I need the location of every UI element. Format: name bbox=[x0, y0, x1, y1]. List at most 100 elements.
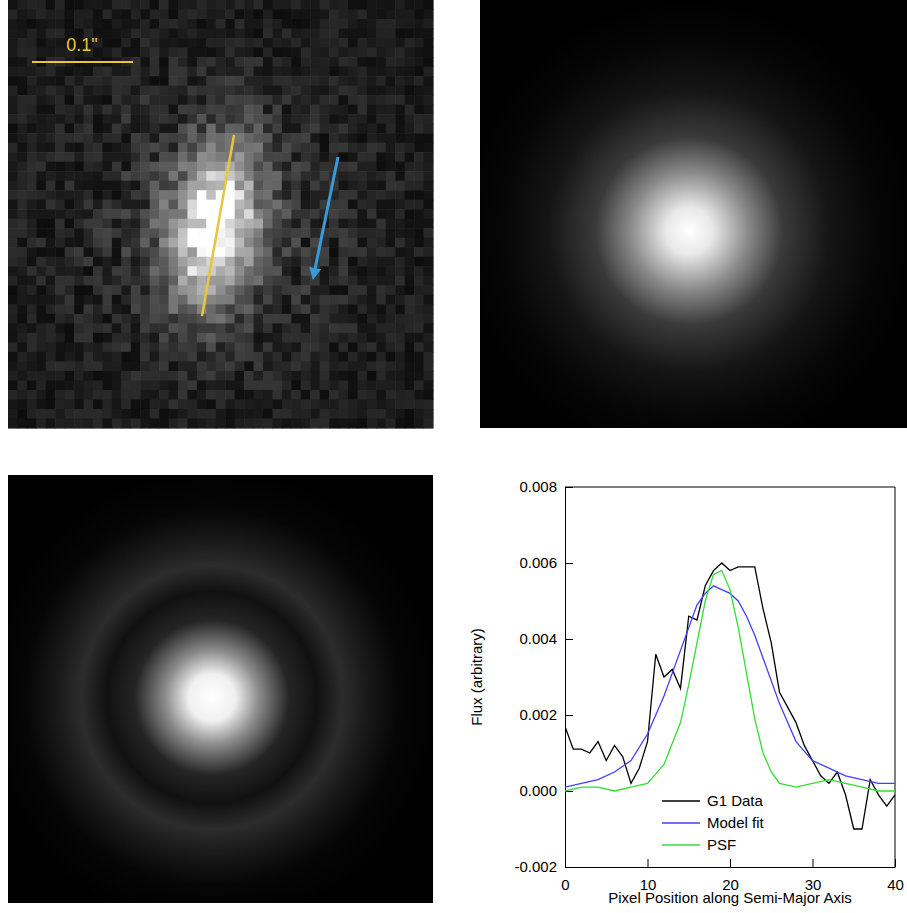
image-pixel bbox=[414, 371, 424, 381]
image-pixel bbox=[225, 266, 235, 276]
image-pixel bbox=[150, 152, 160, 162]
image-pixel bbox=[367, 124, 377, 134]
image-pixel bbox=[320, 133, 330, 143]
image-pixel bbox=[272, 219, 282, 229]
image-pixel bbox=[235, 390, 245, 400]
image-pixel bbox=[17, 285, 27, 295]
image-pixel bbox=[17, 257, 27, 267]
image-pixel bbox=[17, 380, 27, 390]
image-pixel bbox=[131, 266, 141, 276]
image-pixel bbox=[74, 399, 84, 409]
image-pixel bbox=[244, 247, 254, 257]
image-pixel bbox=[55, 342, 65, 352]
image-pixel bbox=[348, 371, 358, 381]
image-pixel bbox=[187, 209, 197, 219]
image-pixel bbox=[386, 314, 396, 324]
image-pixel bbox=[254, 0, 264, 10]
image-pixel bbox=[235, 29, 245, 39]
image-pixel bbox=[121, 361, 131, 371]
image-pixel bbox=[244, 380, 254, 390]
image-pixel bbox=[405, 162, 415, 172]
image-pixel bbox=[254, 390, 264, 400]
image-pixel bbox=[150, 304, 160, 314]
image-pixel bbox=[121, 133, 131, 143]
image-pixel bbox=[339, 295, 349, 305]
image-pixel bbox=[84, 228, 94, 238]
image-pixel bbox=[291, 181, 301, 191]
image-pixel bbox=[395, 38, 405, 48]
image-pixel bbox=[339, 409, 349, 419]
image-pixel bbox=[376, 19, 386, 29]
image-pixel bbox=[197, 342, 207, 352]
image-pixel bbox=[159, 190, 169, 200]
image-pixel bbox=[206, 380, 216, 390]
image-pixel bbox=[169, 181, 179, 191]
image-pixel bbox=[376, 67, 386, 77]
image-pixel bbox=[244, 276, 254, 286]
image-pixel bbox=[159, 209, 169, 219]
image-pixel bbox=[244, 295, 254, 305]
image-pixel bbox=[131, 323, 141, 333]
image-pixel bbox=[301, 190, 311, 200]
image-pixel bbox=[282, 19, 292, 29]
image-pixel bbox=[131, 352, 141, 362]
image-pixel bbox=[8, 238, 18, 248]
image-pixel bbox=[291, 399, 301, 409]
image-pixel bbox=[55, 133, 65, 143]
image-pixel bbox=[65, 10, 75, 20]
image-pixel bbox=[376, 228, 386, 238]
image-pixel bbox=[225, 257, 235, 267]
image-pixel bbox=[254, 228, 264, 238]
image-pixel bbox=[424, 238, 434, 248]
image-pixel bbox=[27, 333, 37, 343]
image-pixel bbox=[36, 304, 46, 314]
image-pixel bbox=[65, 323, 75, 333]
image-pixel bbox=[84, 76, 94, 86]
image-pixel bbox=[150, 200, 160, 210]
image-pixel bbox=[46, 38, 56, 48]
image-pixel bbox=[102, 114, 112, 124]
image-pixel bbox=[386, 380, 396, 390]
image-pixel bbox=[235, 219, 245, 229]
image-pixel bbox=[46, 238, 56, 248]
image-pixel bbox=[140, 190, 150, 200]
image-pixel bbox=[282, 190, 292, 200]
image-pixel bbox=[225, 86, 235, 96]
image-pixel bbox=[225, 409, 235, 419]
image-pixel bbox=[121, 352, 131, 362]
image-pixel bbox=[357, 10, 367, 20]
image-pixel bbox=[367, 190, 377, 200]
image-pixel bbox=[301, 295, 311, 305]
image-pixel bbox=[187, 200, 197, 210]
image-pixel bbox=[263, 257, 273, 267]
image-pixel bbox=[272, 352, 282, 362]
image-pixel bbox=[150, 19, 160, 29]
image-pixel bbox=[17, 314, 27, 324]
image-pixel bbox=[282, 95, 292, 105]
image-pixel bbox=[244, 181, 254, 191]
image-pixel bbox=[140, 162, 150, 172]
image-pixel bbox=[225, 238, 235, 248]
image-pixel bbox=[405, 399, 415, 409]
image-pixel bbox=[216, 133, 226, 143]
image-pixel bbox=[131, 399, 141, 409]
image-pixel bbox=[263, 399, 273, 409]
image-pixel bbox=[282, 181, 292, 191]
image-pixel bbox=[55, 399, 65, 409]
image-pixel bbox=[235, 200, 245, 210]
image-pixel bbox=[65, 228, 75, 238]
image-pixel bbox=[235, 409, 245, 419]
image-pixel bbox=[46, 190, 56, 200]
image-pixel bbox=[225, 10, 235, 20]
image-pixel bbox=[301, 29, 311, 39]
image-pixel bbox=[367, 171, 377, 181]
image-pixel bbox=[187, 10, 197, 20]
image-pixel bbox=[395, 409, 405, 419]
image-pixel bbox=[84, 247, 94, 257]
image-pixel bbox=[339, 57, 349, 67]
image-pixel bbox=[254, 76, 264, 86]
image-pixel bbox=[74, 285, 84, 295]
image-pixel bbox=[357, 181, 367, 191]
image-pixel bbox=[84, 323, 94, 333]
image-pixel bbox=[405, 314, 415, 324]
